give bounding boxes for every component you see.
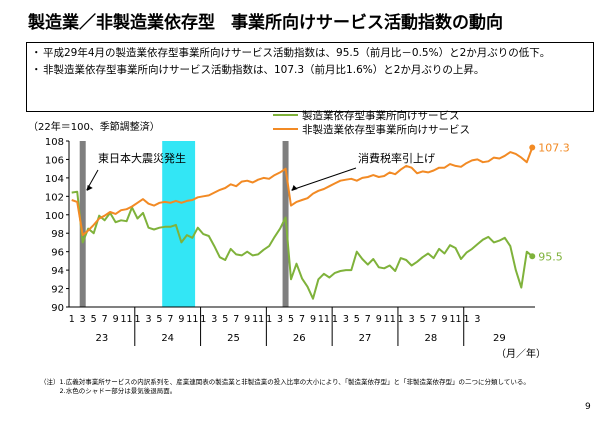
recession-shade <box>162 141 196 307</box>
month-label: 1 <box>332 314 338 325</box>
y-tick-label-98: 98 <box>51 229 64 240</box>
month-label: 5 <box>420 314 426 325</box>
month-label: 11 <box>449 314 461 325</box>
month-label: 1 <box>135 314 141 325</box>
annotation-arrow-2 <box>291 167 357 191</box>
month-label: 5 <box>288 314 294 325</box>
y-tick-label-104: 104 <box>45 174 64 185</box>
summary-bullet-1: 平成29年4月の製造業依存型事業所向けサービス活動指数は、95.5（前月比－0.… <box>31 46 587 61</box>
year-label-29: 29 <box>493 333 506 344</box>
y-tick-label-100: 100 <box>45 211 64 222</box>
month-label: 1 <box>200 314 206 325</box>
y-tick-label-92: 92 <box>51 285 64 296</box>
title-sub: 事業所向けサービス活動指数の動向 <box>231 13 503 33</box>
y-tick-label-90: 90 <box>51 303 64 314</box>
month-label: 5 <box>222 314 228 325</box>
year-label-25: 25 <box>227 333 240 344</box>
month-label: 7 <box>102 314 108 325</box>
annotation-tax-hike: 消費税率引上げ <box>358 151 435 165</box>
page-number: 9 <box>585 402 591 412</box>
arrowhead-1 <box>86 185 93 191</box>
year-label-27: 27 <box>359 333 372 344</box>
year-label-26: 26 <box>293 333 306 344</box>
y-tick-label-108: 108 <box>45 137 64 148</box>
series-endpoint-1 <box>529 253 536 260</box>
month-label: 7 <box>431 314 437 325</box>
month-label: 9 <box>113 314 119 325</box>
month-label: 1 <box>266 314 272 325</box>
annotation-earthquake: 東日本大震災発生 <box>98 151 186 165</box>
footnote-1: （注）1.広義対事業所サービスの内訳系列を、産業連関表の製造業と非製造業の投入比… <box>40 378 530 386</box>
month-label: 5 <box>91 314 97 325</box>
month-label: 1 <box>69 314 75 325</box>
series-end-label-1: 95.5 <box>538 250 563 263</box>
month-label: 9 <box>244 314 250 325</box>
year-label-24: 24 <box>161 333 174 344</box>
month-label: 3 <box>409 314 415 325</box>
year-label-23: 23 <box>96 333 109 344</box>
month-label: 9 <box>178 314 184 325</box>
month-label: 3 <box>80 314 86 325</box>
month-label: 11 <box>186 314 198 325</box>
month-label: 11 <box>318 314 330 325</box>
y-tick-label-102: 102 <box>45 192 64 203</box>
summary-bullet-2: 非製造業依存型事業所向けサービス活動指数は、107.3（前月比1.6%）と2か月… <box>31 63 587 78</box>
month-label: 11 <box>384 314 396 325</box>
month-label: 1 <box>463 314 469 325</box>
title-main: 製造業／非製造業依存型 <box>28 13 215 33</box>
month-label: 7 <box>299 314 305 325</box>
year-label-28: 28 <box>424 333 437 344</box>
month-label: 5 <box>156 314 162 325</box>
event-bar-1 <box>79 141 86 307</box>
x-unit-label: （月／年） <box>496 347 546 360</box>
month-label: 11 <box>252 314 264 325</box>
month-label: 7 <box>233 314 239 325</box>
month-label: 1 <box>398 314 404 325</box>
series-end-label-2: 107.3 <box>538 141 570 154</box>
base-note: （22年＝100、季節調整済） <box>28 122 160 133</box>
page-title: 製造業／非製造業依存型 事業所向けサービス活動指数の動向 <box>28 8 503 33</box>
month-label: 3 <box>211 314 217 325</box>
month-label: 9 <box>376 314 382 325</box>
month-label: 7 <box>365 314 371 325</box>
month-label: 5 <box>354 314 360 325</box>
month-label: 3 <box>277 314 283 325</box>
series-endpoint-2 <box>529 144 536 151</box>
month-label: 3 <box>474 314 480 325</box>
month-label: 3 <box>343 314 349 325</box>
footnote-2: 2.水色のシャドー部分は景気後退局面。 <box>40 387 177 395</box>
month-label: 9 <box>442 314 448 325</box>
y-tick-label-106: 106 <box>45 155 64 166</box>
legend-label-2: 非製造業依存型事業所向けサービス <box>302 123 470 136</box>
legend-label-1: 製造業依存型事業所向けサービス <box>302 109 460 122</box>
series-line-2 <box>71 147 534 237</box>
y-tick-label-94: 94 <box>51 266 64 277</box>
footnotes: （注）1.広義対事業所サービスの内訳系列を、産業連関表の製造業と非製造業の投入比… <box>40 378 530 396</box>
month-label: 11 <box>121 314 133 325</box>
arrowhead-2 <box>291 185 298 191</box>
summary-box: 平成29年4月の製造業依存型事業所向けサービス活動指数は、95.5（前月比－0.… <box>26 42 594 112</box>
series-line-1 <box>71 190 533 300</box>
month-label: 7 <box>167 314 173 325</box>
month-label: 9 <box>310 314 316 325</box>
month-label: 3 <box>145 314 151 325</box>
y-tick-label-96: 96 <box>51 248 64 259</box>
